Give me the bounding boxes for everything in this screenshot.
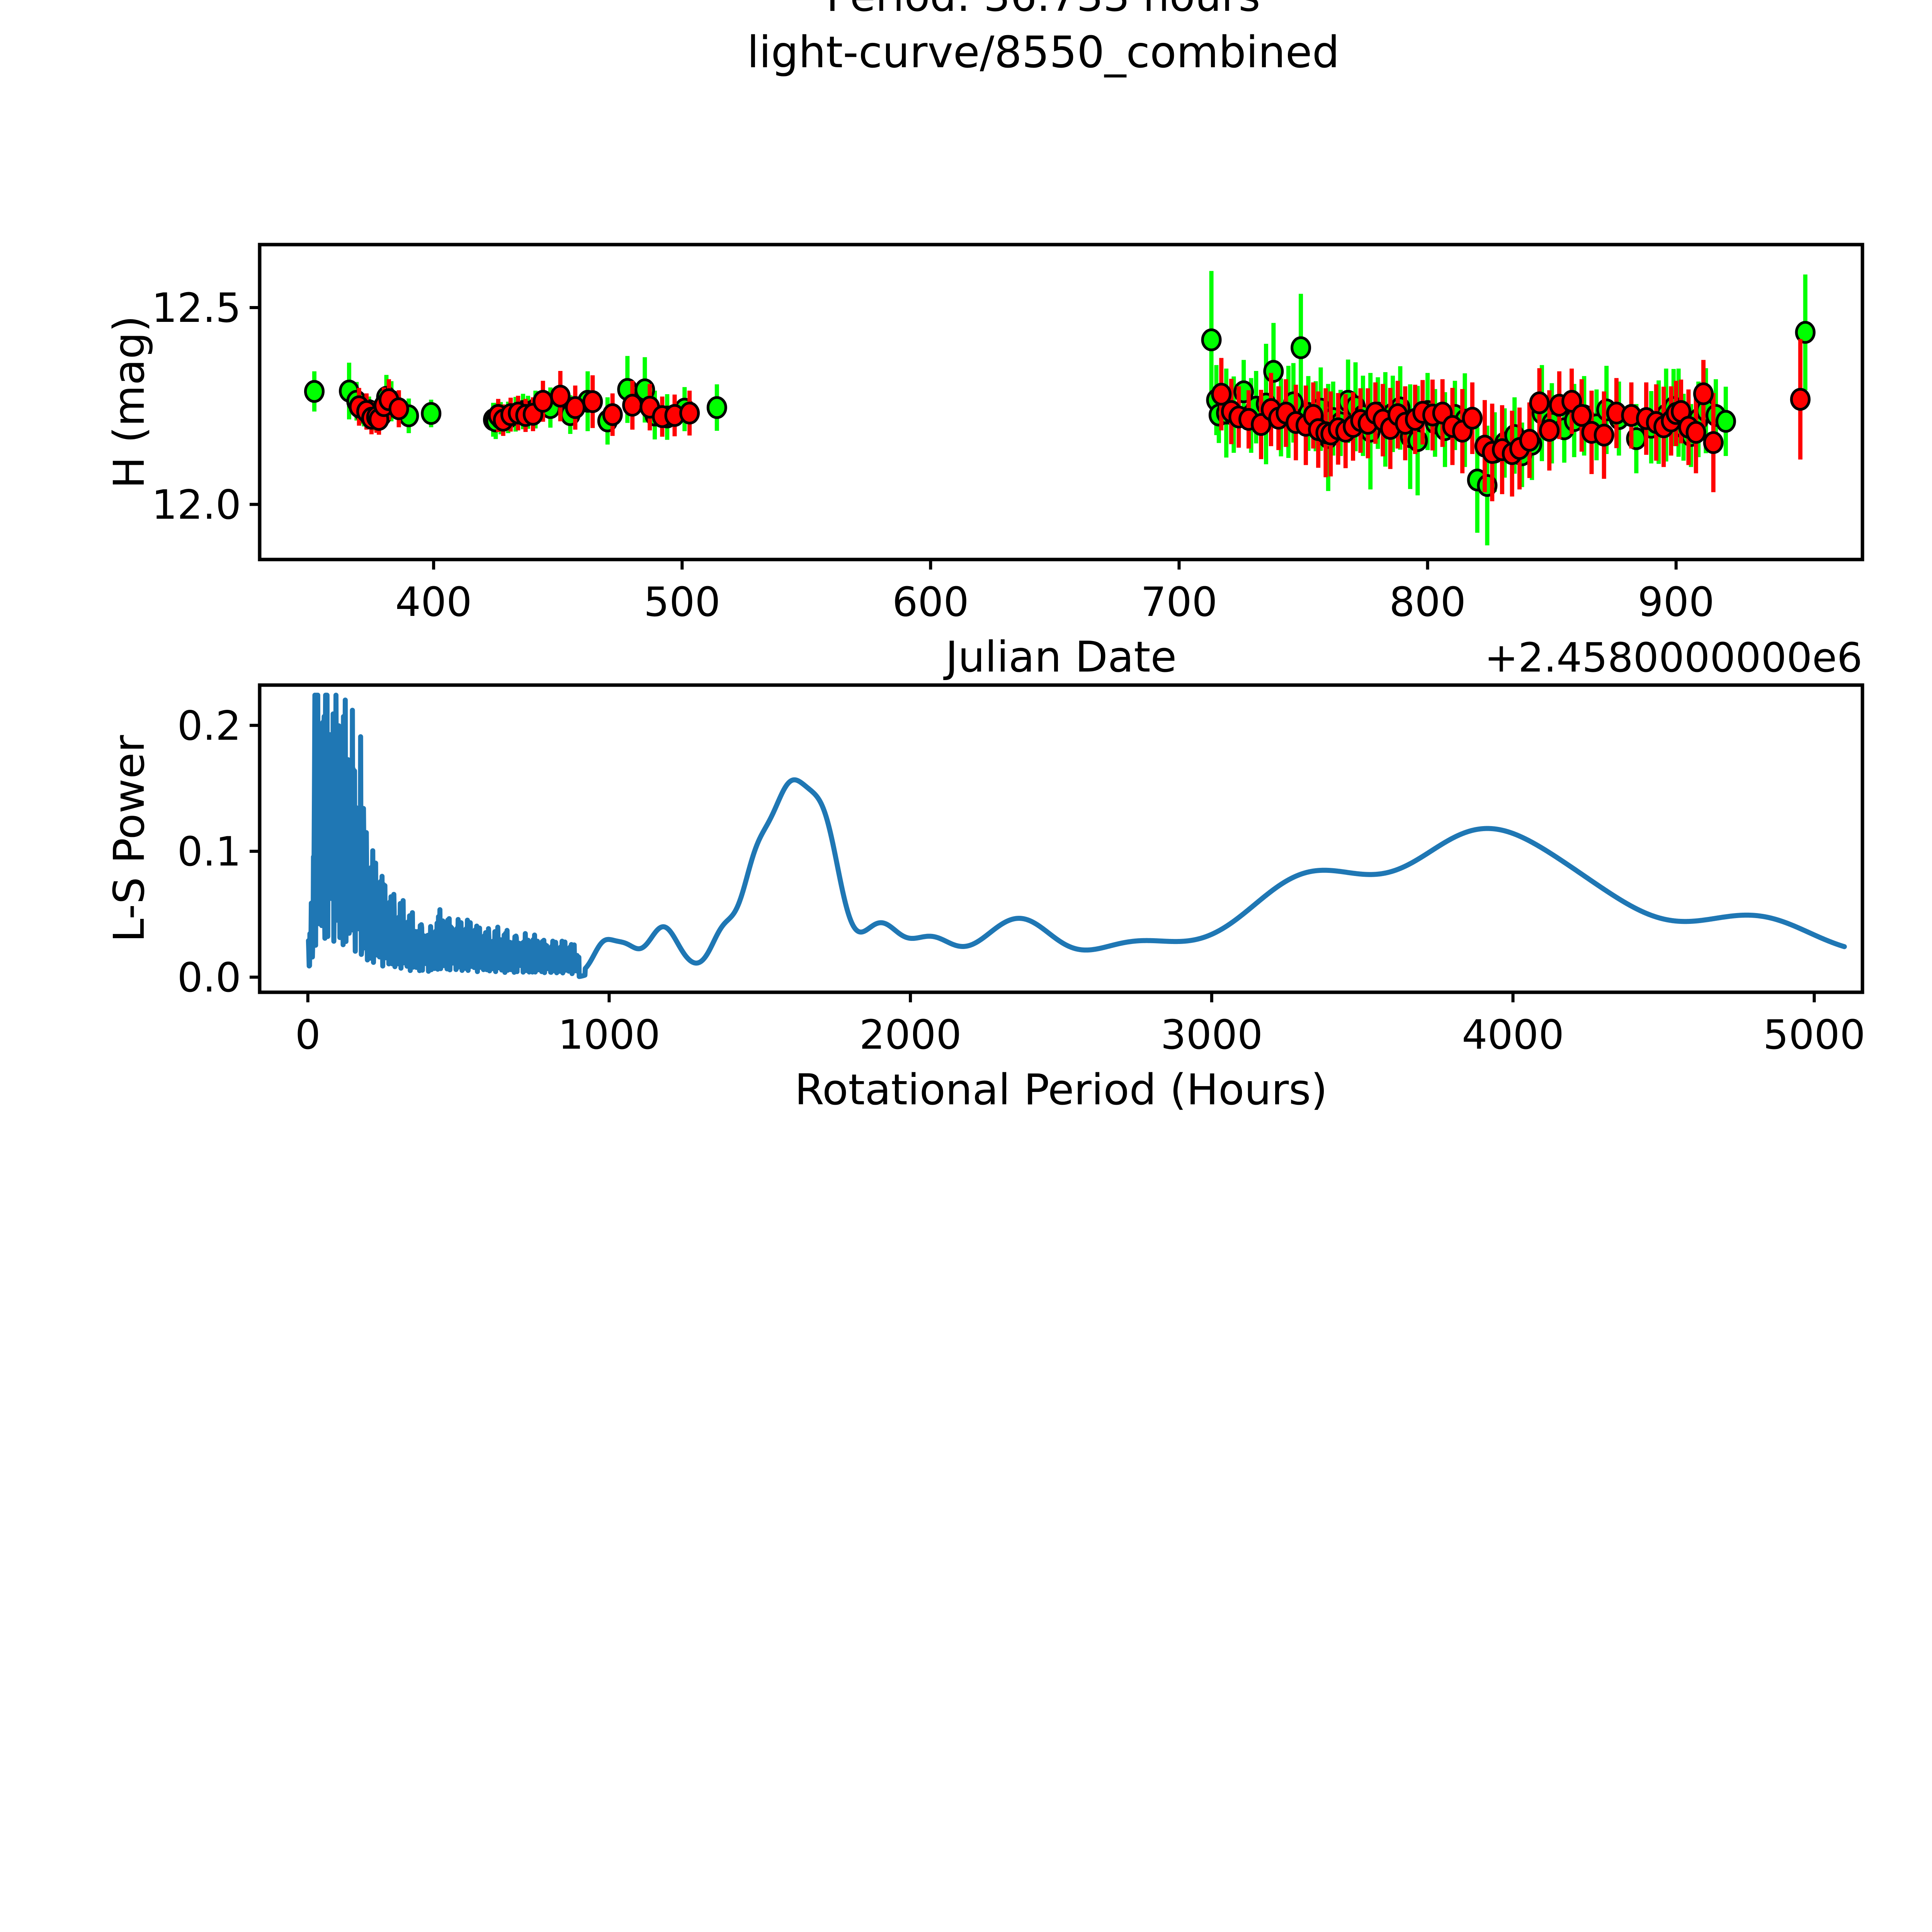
y-tick-label: 0.2: [177, 702, 241, 749]
y-tick-label: 12.0: [151, 481, 241, 528]
x-tick-label: 2000: [859, 1011, 962, 1058]
x-tick-label: 1000: [558, 1011, 660, 1058]
x-tick-label: 3000: [1161, 1011, 1263, 1058]
x-axis-label: Julian Date: [943, 632, 1177, 682]
x-tick-label: 500: [644, 578, 721, 626]
period-header-clipped: Period: 36.733 hours: [0, 0, 1932, 18]
x-tick-label: 700: [1141, 578, 1218, 626]
x-tick-label: 600: [892, 578, 969, 626]
figure-suptitle: light-curve/8550_combined: [747, 27, 1340, 78]
y-axis-label: L-S Power: [104, 735, 154, 942]
x-axis-label: Rotational Period (Hours): [794, 1065, 1327, 1114]
y-axis-label: H (mag): [104, 316, 154, 489]
y-tick-label: 12.5: [151, 284, 241, 332]
ls-power-curve: [306, 692, 1847, 979]
series-red-markers: [349, 382, 1811, 465]
panel-periodogram: 0 1000 2000 3000 4000 5000 0.0 0.1 0.2 Rotational…: [104, 683, 1866, 1114]
panel-lightcurve: 400 500 600 700 800 900 12.0 12.5 Julian Date H (…: [104, 243, 1864, 682]
x-tick-label: 400: [395, 578, 472, 626]
x-tick-label: 900: [1638, 578, 1714, 626]
x-tick-label: 5000: [1763, 1011, 1866, 1058]
y-tick-label: 0.1: [177, 828, 241, 875]
y-tick-label: 0.0: [177, 954, 241, 1001]
x-tick-label: 0: [295, 1011, 321, 1058]
x-axis-offset-label: +2.4580000000e6: [1485, 634, 1862, 681]
x-tick-label: 800: [1389, 578, 1466, 626]
x-tick-label: 4000: [1462, 1011, 1564, 1058]
